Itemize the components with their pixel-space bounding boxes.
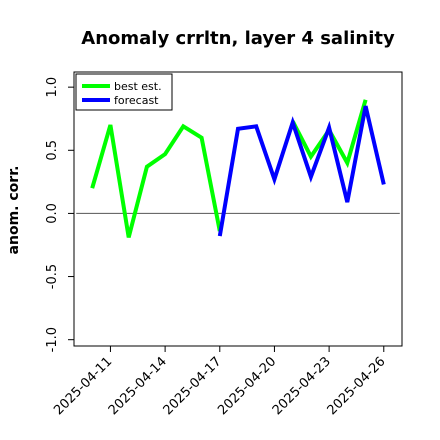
legend: best est. forecast (75, 73, 173, 111)
y-tick-label: 1.0 (45, 77, 60, 98)
series-line-best-est- (90, 123, 222, 238)
y-tick-label: 0.0 (45, 203, 60, 224)
y-tick-label: 0.5 (45, 140, 60, 161)
chart-title: Anomaly crrltn, layer 4 salinity (81, 28, 395, 49)
legend-label-forecast: forecast (114, 94, 159, 107)
y-axis: -1.0 -0.5 0.0 0.5 1.0 (45, 77, 74, 352)
legend-label-best-est: best est. (114, 80, 162, 93)
legend-box (75, 73, 173, 111)
series-lines (90, 99, 386, 238)
y-tick-label: -1.0 (45, 327, 60, 352)
plot-frame (73, 71, 403, 347)
series-line-forecast (217, 105, 386, 237)
x-tick-label: 2025-04-26 (325, 354, 389, 418)
y-axis-label: anom. corr. (6, 166, 22, 255)
x-axis: 2025-04-112025-04-142025-04-172025-04-20… (51, 346, 389, 418)
y-tick-label: -0.5 (45, 264, 60, 289)
